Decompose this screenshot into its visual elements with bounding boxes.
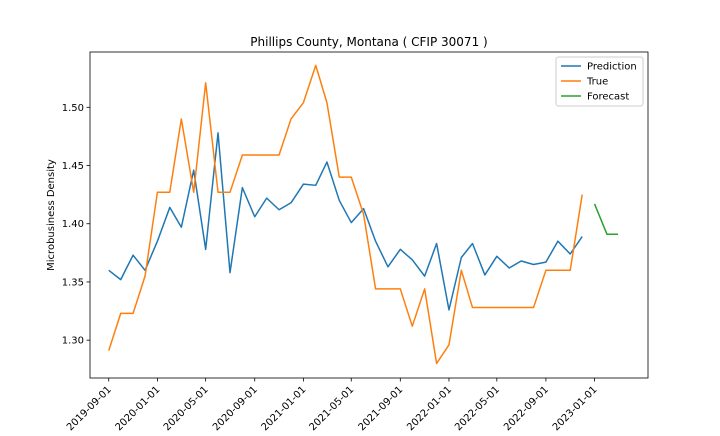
chart-title: Phillips County, Montana ( CFIP 30071 ): [250, 35, 487, 49]
y-tick-label: 1.30: [62, 336, 84, 347]
y-tick-label: 1.40: [62, 219, 84, 230]
legend-label-forecast: Forecast: [587, 92, 629, 103]
y-tick-label: 1.45: [62, 161, 84, 172]
y-tick-label: 1.35: [62, 277, 84, 288]
y-tick-label: 1.50: [62, 103, 84, 114]
legend-label-true: True: [586, 77, 608, 88]
y-axis-label: Microbusiness Density: [46, 159, 57, 271]
legend-label-prediction: Prediction: [587, 62, 637, 73]
legend: Prediction True Forecast: [556, 57, 643, 106]
